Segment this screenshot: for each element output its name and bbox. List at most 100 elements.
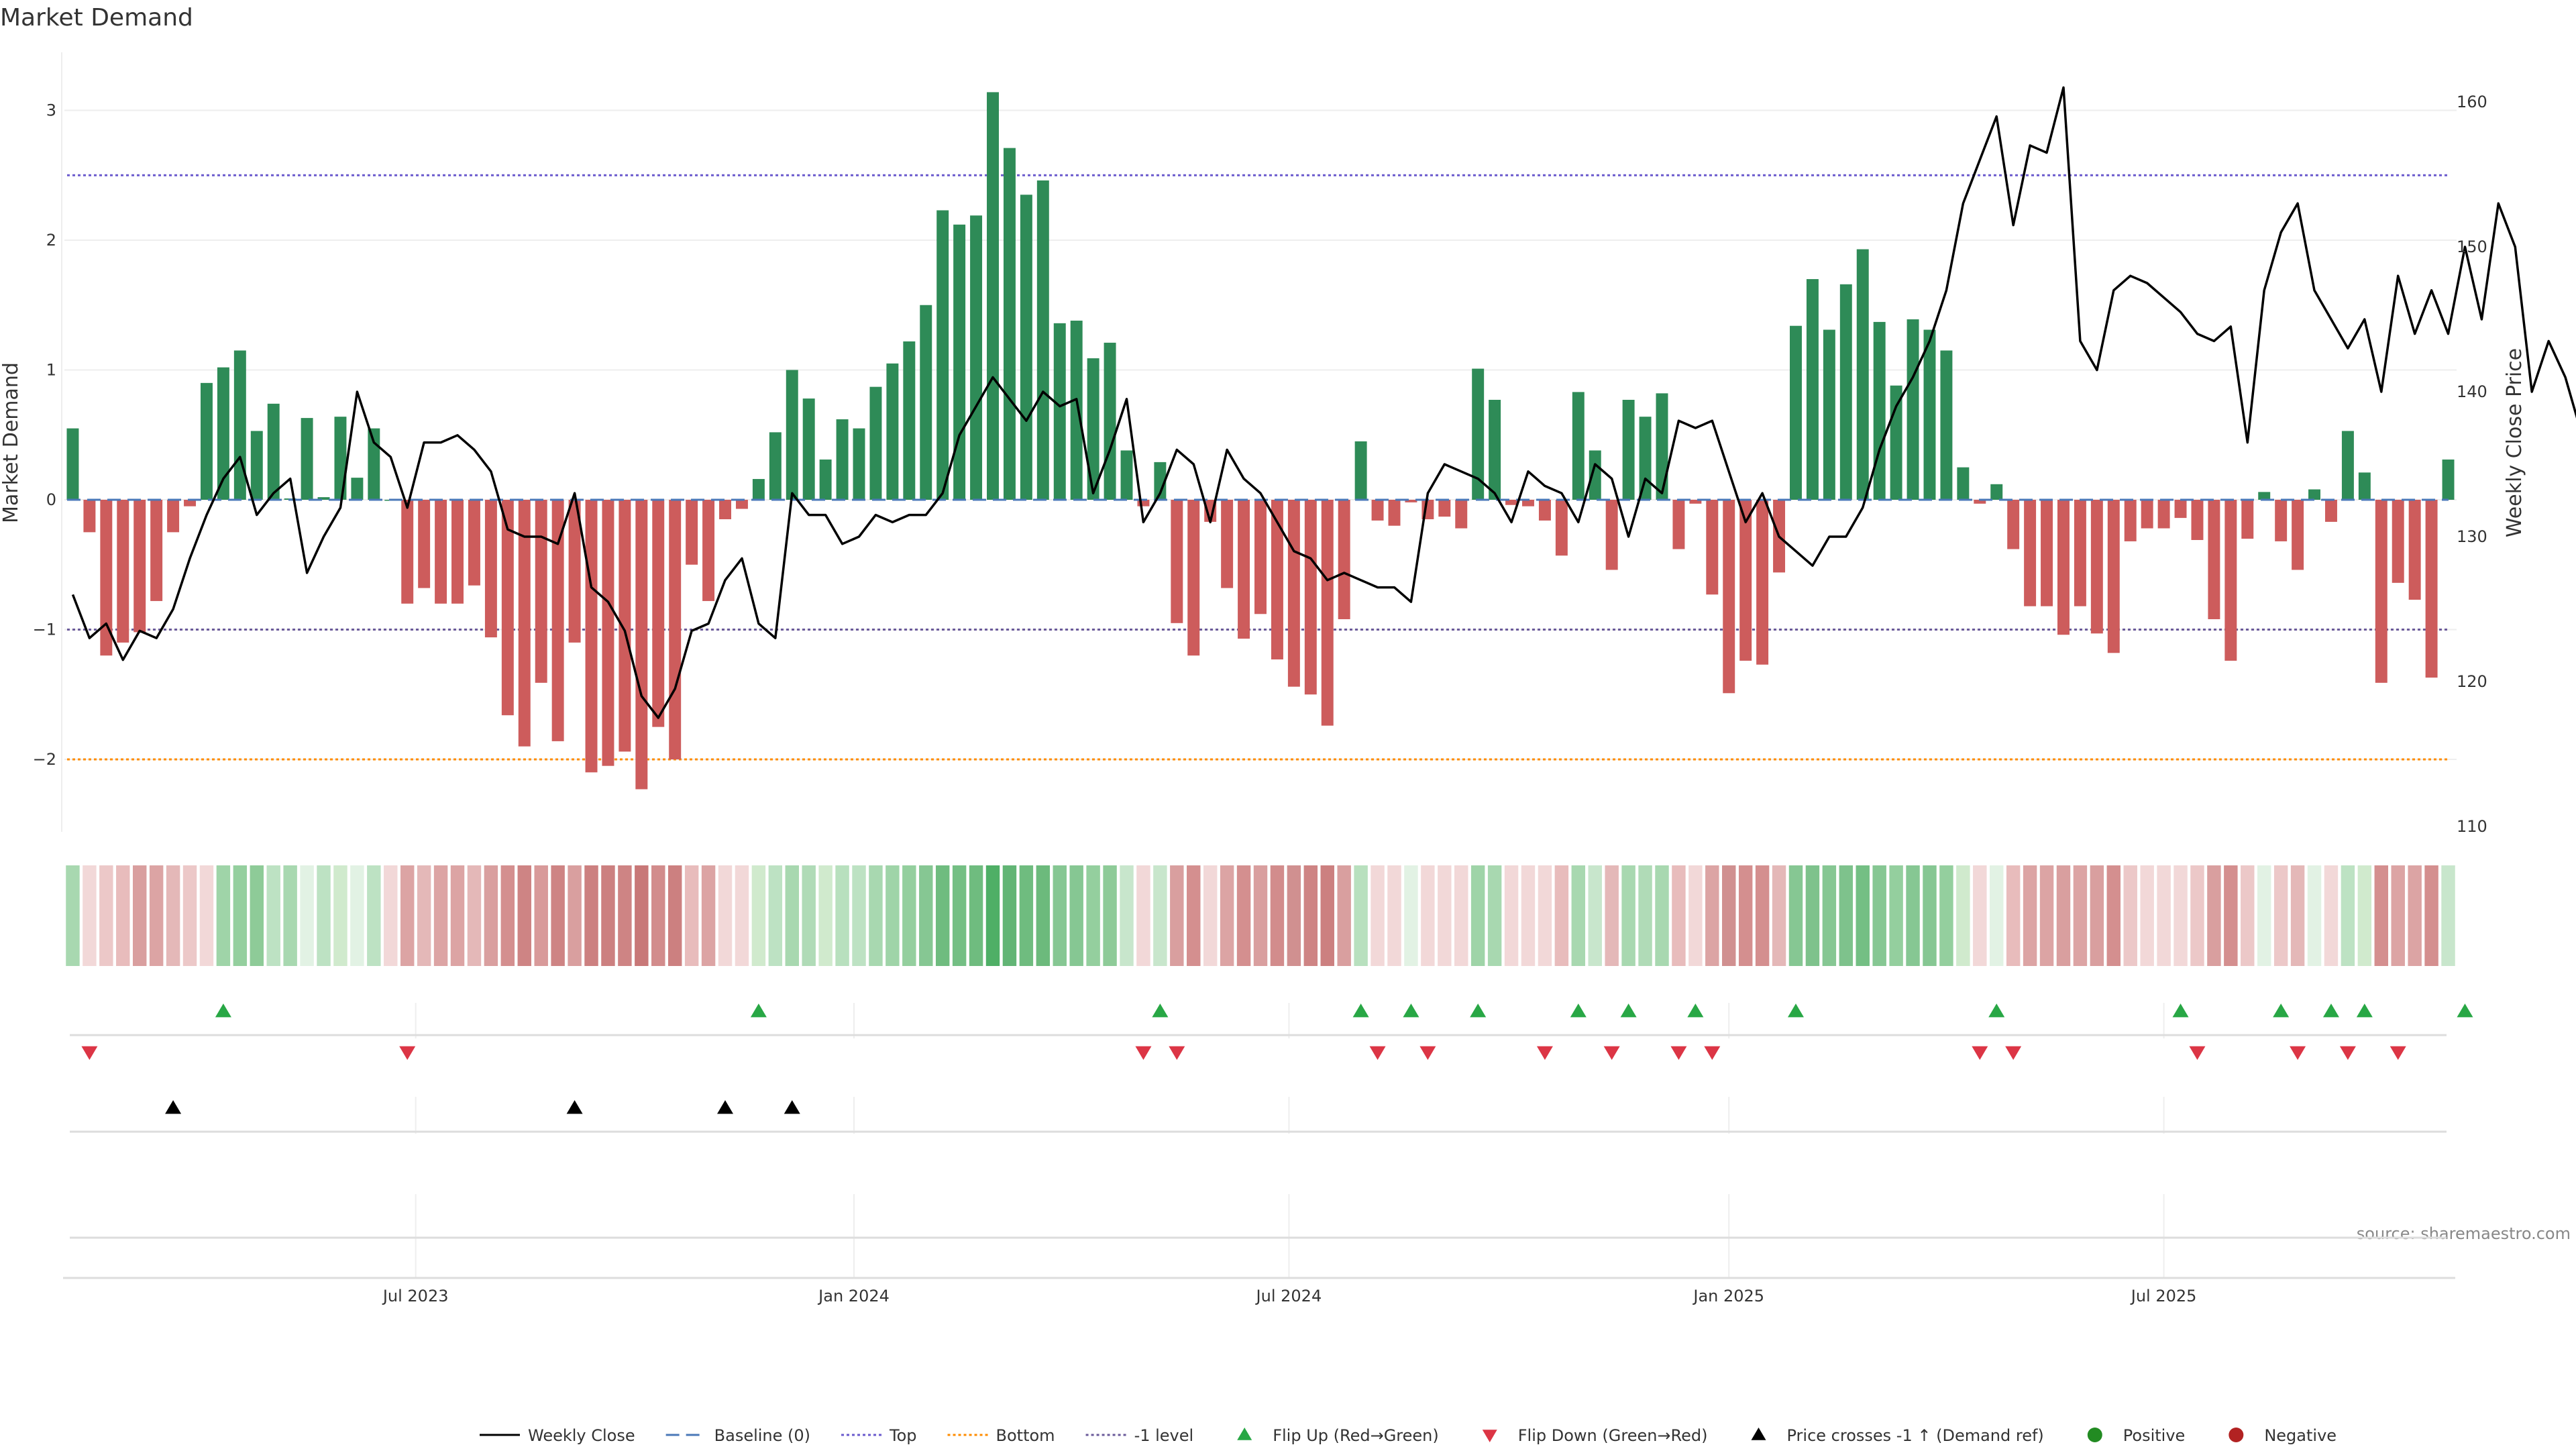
heat-cell [1136, 865, 1150, 966]
demand-bar-negative [1455, 500, 1468, 529]
price-line-group [71, 86, 2576, 719]
demand-bar-negative [2208, 500, 2220, 620]
y2-axis-title: Weekly Close Price [2503, 348, 2526, 537]
heat-cell [66, 865, 80, 966]
flip-down-marker [2005, 1046, 2022, 1060]
heat-cell [216, 865, 231, 966]
demand-bar-positive [970, 215, 983, 500]
heat-cell [266, 865, 280, 966]
heat-cell [500, 865, 515, 966]
legend-label: Flip Up (Red→Green) [1273, 1426, 1439, 1445]
heat-cell [1187, 865, 1201, 966]
demand-bar-positive [1036, 180, 1049, 500]
demand-bar-negative [551, 500, 564, 741]
demand-bar-negative [1338, 500, 1350, 620]
demand-bar-negative [167, 500, 180, 533]
y-tick-label: 2 [46, 231, 56, 250]
heat-cell [2174, 865, 2188, 966]
axes: 3 2 1 0 −1 −2 160 150 140 130 120 110 Jul 2023 Jan 20… [33, 52, 2487, 1305]
demand-bar-positive [1354, 441, 1367, 500]
legend-label: Flip Down (Green→Red) [1518, 1426, 1708, 1445]
y-tick-label: 0 [46, 490, 56, 509]
flip-down-marker [2339, 1046, 2356, 1060]
heat-cell [1303, 865, 1318, 966]
heat-cell [300, 865, 314, 966]
price-cross-marker [566, 1100, 583, 1114]
demand-bar-negative [1739, 500, 1752, 661]
demand-bar-positive [769, 432, 782, 500]
legend-item: Positive [2087, 1426, 2186, 1445]
heat-cell [2056, 865, 2071, 966]
heat-cell [400, 865, 415, 966]
demand-bar-positive [1957, 467, 1970, 500]
heat-cell [1153, 865, 1167, 966]
heat-cell [852, 865, 866, 966]
heat-cell [2441, 865, 2455, 966]
flip-down-marker [1670, 1046, 1687, 1060]
y-tick-label: 1 [46, 361, 56, 380]
heat-cell [1605, 865, 1619, 966]
legend-item: Price crosses -1 ↑ (Demand ref) [1751, 1426, 2044, 1445]
flip-down-marker [1369, 1046, 1386, 1060]
demand-bar-positive [886, 363, 899, 500]
demand-bar-negative [2324, 500, 2337, 522]
heat-cell [2357, 865, 2372, 966]
heat-cell [534, 865, 548, 966]
demand-bar-positive [1656, 393, 1668, 500]
demand-bar-positive [1472, 368, 1485, 500]
heat-cell [969, 865, 983, 966]
heat-cell [2190, 865, 2204, 966]
demand-bar-negative [2375, 500, 2387, 683]
heat-cell [2290, 865, 2305, 966]
demand-bar-positive [1823, 329, 1835, 500]
flip-up-marker [1352, 1004, 1369, 1018]
heat-cell [1438, 865, 1452, 966]
demand-bar-positive [936, 210, 949, 500]
flip-down-marker [1419, 1046, 1436, 1060]
heat-cell [384, 865, 398, 966]
demand-bar-positive [1856, 249, 1869, 500]
heat-cell [1236, 865, 1251, 966]
demand-bar-positive [2258, 492, 2271, 500]
demand-bar-negative [2074, 500, 2086, 606]
demand-bar-negative [117, 500, 129, 643]
demand-bar-positive [1806, 279, 1819, 500]
flip-up-marker [2356, 1004, 2373, 1018]
heat-cell [2374, 865, 2389, 966]
legend-label: Bottom [996, 1426, 1055, 1445]
heat-cell [350, 865, 364, 966]
demand-bar-negative [2392, 500, 2404, 583]
heat-cell [1203, 865, 1218, 966]
legend-item: Weekly Close [480, 1426, 635, 1445]
demand-bar-negative [184, 500, 197, 506]
heat-cell [1655, 865, 1669, 966]
demand-bar-positive [1907, 319, 1919, 500]
heat-cell [684, 865, 699, 966]
heat-cell [1470, 865, 1485, 966]
legend-label: Positive [2123, 1426, 2186, 1445]
heat-cell [885, 865, 900, 966]
heat-cell [1002, 865, 1017, 966]
flip-up-marker [1687, 1004, 1704, 1018]
heat-cell [250, 865, 264, 966]
source-note: source: sharemaestro.com [2357, 1224, 2571, 1243]
heat-cell [584, 865, 598, 966]
legend-label: Baseline (0) [714, 1426, 810, 1445]
demand-bar-positive [1120, 450, 1133, 500]
heat-cell [1705, 865, 1719, 966]
heat-cell [1672, 865, 1686, 966]
heat-cell [1839, 865, 1854, 966]
demand-bar-negative [2141, 500, 2153, 529]
flip-up-marker [1403, 1004, 1419, 1018]
heat-cell [433, 865, 448, 966]
heat-cell [1755, 865, 1770, 966]
price-cross-marker [784, 1100, 800, 1114]
demand-bar-positive [1154, 462, 1167, 500]
heat-cell [919, 865, 933, 966]
y-tick-label: −2 [33, 750, 56, 769]
demand-bar-negative [635, 500, 648, 790]
heat-cell [751, 865, 766, 966]
flip-down-marker [1135, 1046, 1152, 1060]
heat-cell [333, 865, 347, 966]
demand-bar-negative [585, 500, 598, 773]
